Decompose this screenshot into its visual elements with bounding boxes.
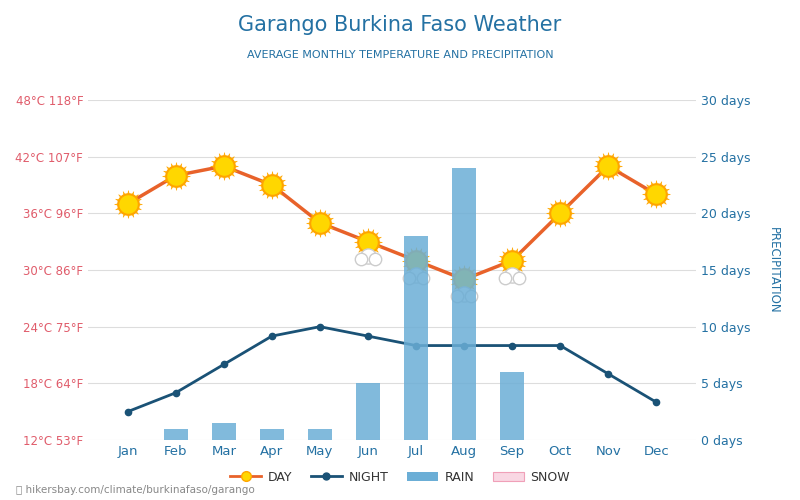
- Point: [218, 162, 230, 170]
- Point: [170, 172, 182, 179]
- Point: [602, 162, 614, 170]
- Text: Garango Burkina Faso Weather: Garango Burkina Faso Weather: [238, 15, 562, 35]
- Point: [314, 219, 326, 227]
- Bar: [356, 384, 380, 440]
- Bar: [308, 428, 332, 440]
- Point: [170, 172, 182, 179]
- Y-axis label: PRECIPITATION: PRECIPITATION: [767, 226, 780, 314]
- Bar: [164, 428, 188, 440]
- Point: [506, 256, 518, 264]
- Point: [362, 252, 374, 260]
- Point: [122, 200, 134, 208]
- Point: [498, 274, 511, 281]
- Text: AVERAGE MONTHLY TEMPERATURE AND PRECIPITATION: AVERAGE MONTHLY TEMPERATURE AND PRECIPIT…: [246, 50, 554, 60]
- Point: [410, 270, 422, 278]
- Point: [458, 290, 470, 298]
- Point: [402, 274, 415, 281]
- Bar: [452, 168, 476, 440]
- Point: [650, 190, 662, 198]
- Point: [506, 270, 518, 278]
- Y-axis label: TEMPERATURE: TEMPERATURE: [0, 228, 2, 312]
- Point: [506, 256, 518, 264]
- Point: [650, 190, 662, 198]
- Text: 🌍 hikersbay.com/climate/burkinafaso/garango: 🌍 hikersbay.com/climate/burkinafaso/gara…: [16, 485, 254, 495]
- Point: [218, 162, 230, 170]
- Point: [362, 238, 374, 246]
- Bar: [260, 428, 284, 440]
- Point: [554, 210, 566, 218]
- Point: [362, 238, 374, 246]
- Point: [314, 219, 326, 227]
- Point: [458, 276, 470, 283]
- Bar: [404, 236, 428, 440]
- Bar: [500, 372, 524, 440]
- Point: [354, 254, 367, 262]
- Point: [417, 274, 430, 281]
- Point: [369, 254, 382, 262]
- Point: [554, 210, 566, 218]
- Point: [266, 181, 278, 189]
- Point: [450, 292, 463, 300]
- Point: [513, 274, 526, 281]
- Point: [410, 256, 422, 264]
- Point: [465, 292, 478, 300]
- Point: [458, 276, 470, 283]
- Point: [410, 256, 422, 264]
- Legend: DAY, NIGHT, RAIN, SNOW: DAY, NIGHT, RAIN, SNOW: [225, 466, 575, 489]
- Bar: [212, 423, 236, 440]
- Point: [266, 181, 278, 189]
- Point: [602, 162, 614, 170]
- Point: [122, 200, 134, 208]
